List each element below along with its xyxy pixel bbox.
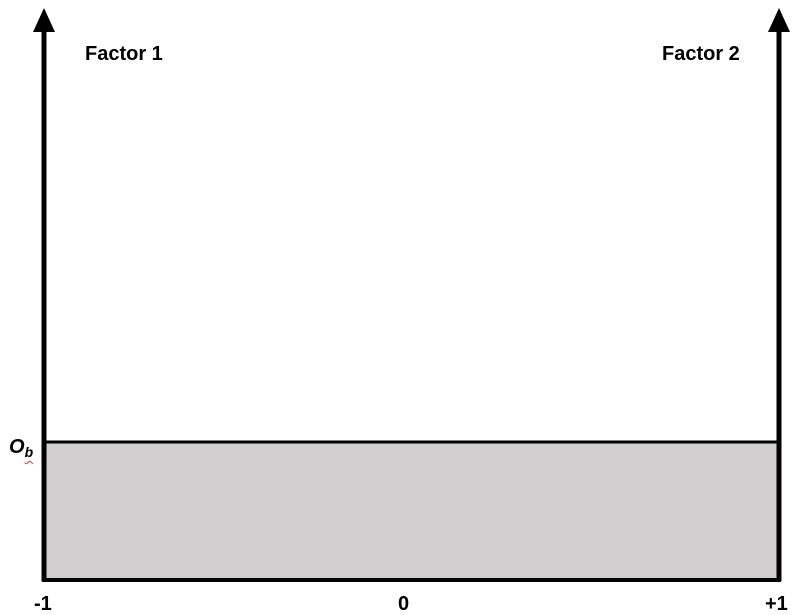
baseline-ob-subscript: b <box>25 444 34 460</box>
baseline-ob-label: Ob <box>9 437 33 459</box>
right-axis-arrowhead <box>768 8 790 32</box>
x-tick-zero: 0 <box>398 594 409 614</box>
factor-2-label: Factor 2 <box>662 44 740 64</box>
x-tick-plus-one: +1 <box>765 594 788 614</box>
factor-1-label: Factor 1 <box>85 44 163 64</box>
baseline-band <box>44 442 779 580</box>
baseline-ob-main: O <box>9 436 25 458</box>
x-tick-minus-one: -1 <box>34 594 52 614</box>
left-axis-arrowhead <box>33 8 55 32</box>
